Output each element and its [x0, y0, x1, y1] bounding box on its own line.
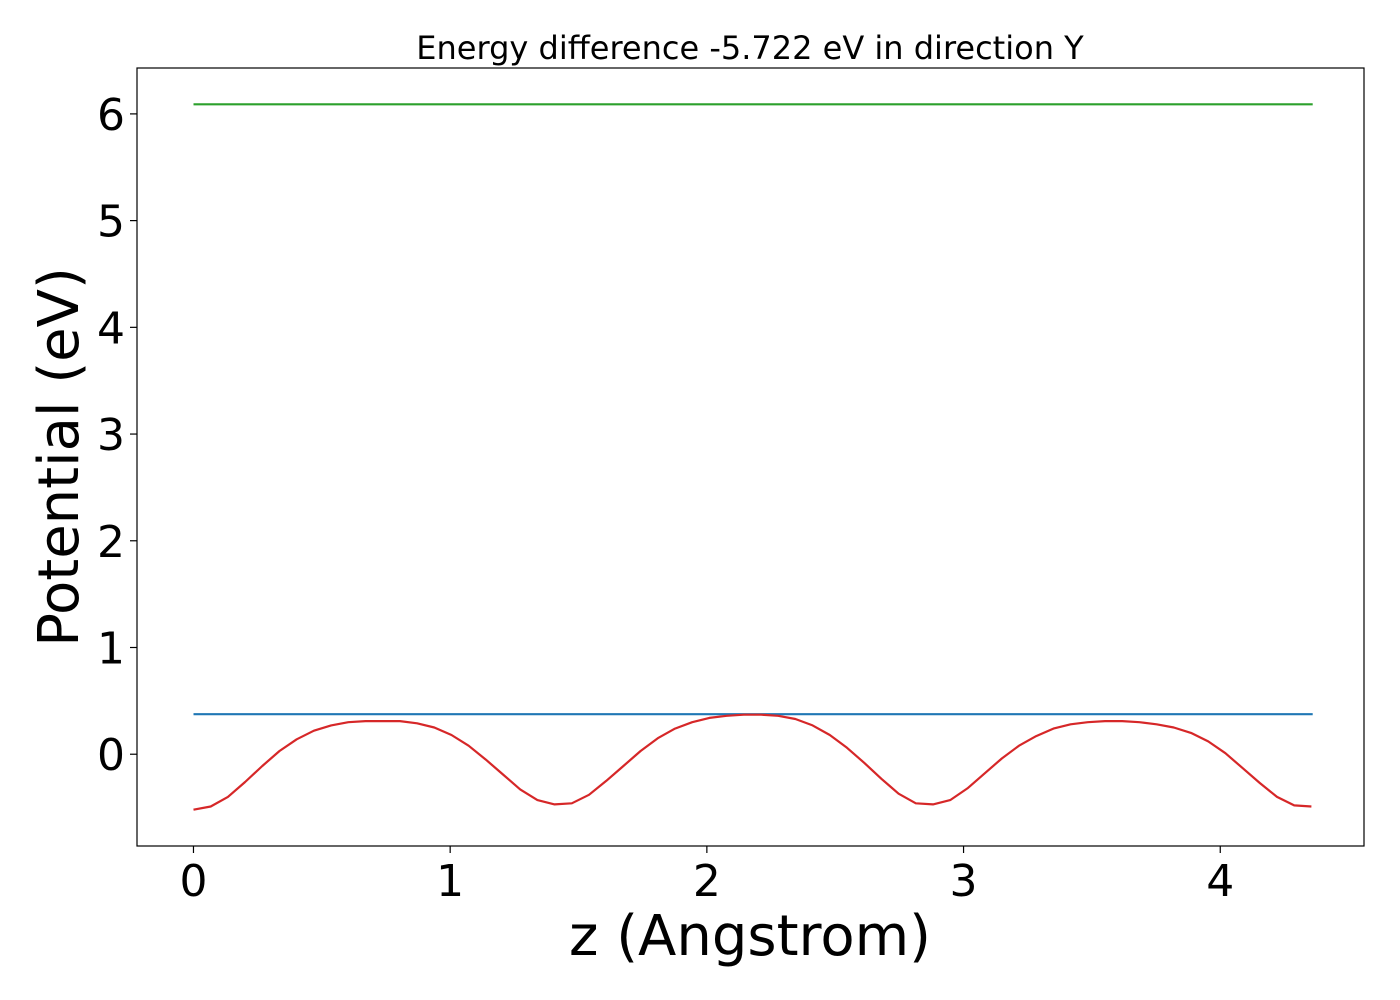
x-tick-label: 0: [179, 856, 207, 907]
x-tick-label: 3: [950, 856, 978, 907]
y-tick-label: 3: [97, 410, 125, 461]
x-tick-label: 4: [1206, 856, 1234, 907]
chart-title: Energy difference -5.722 eV in direction…: [416, 29, 1084, 67]
y-tick-label: 4: [97, 303, 125, 354]
y-axis-label: Potential (eV): [27, 267, 92, 647]
y-tick-label: 2: [97, 517, 125, 568]
x-axis-label: z (Angstrom): [569, 904, 931, 969]
series-line-2: [193, 713, 1312, 811]
y-axis: 0 1 2 3 4 5 6: [97, 90, 137, 781]
x-tick-label: 2: [693, 856, 721, 907]
y-tick-label: 0: [97, 730, 125, 781]
y-tick-label: 6: [97, 90, 125, 141]
x-axis: 0 1 2 3 4: [179, 846, 1234, 907]
y-tick-label: 5: [97, 197, 125, 248]
plot-area-frame: [136, 67, 1365, 847]
series-layer: [193, 103, 1313, 811]
x-tick-label: 1: [436, 856, 464, 907]
y-tick-label: 1: [97, 623, 125, 674]
